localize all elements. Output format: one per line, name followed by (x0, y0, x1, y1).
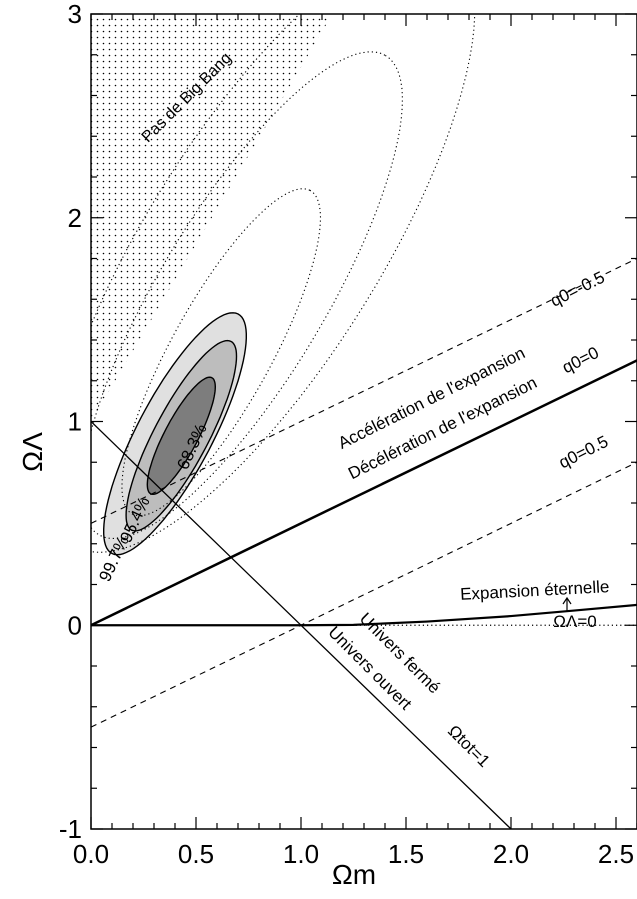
dotted-contour-1 (121, 188, 322, 517)
x-tick-label: 2.5 (598, 839, 634, 869)
contour-label-99: 99.7% (95, 533, 133, 585)
x-tick-label: 2.0 (493, 839, 529, 869)
y-tick-label: 2 (68, 203, 82, 233)
y-tick-label: 0 (68, 610, 82, 640)
omega-lambda-zero-label: ΩΛ=0 (553, 612, 596, 631)
tick-labels: 0.0 0.5 1.0 1.5 2.0 2.5 -1 0 1 2 3 (59, 0, 634, 869)
y-tick-label: 1 (68, 407, 82, 437)
q0-0-label: q0=0 (559, 343, 602, 377)
omega-total-label: Ωtot=1 (444, 721, 493, 770)
axis-ticks (90, 13, 637, 830)
eternal-expansion-label: Expansion éternelle (460, 577, 610, 604)
omega-lambda-zero-arrowhead (562, 596, 572, 605)
line-q0=0.5 (91, 461, 637, 728)
x-axis-label: Ωm (332, 859, 376, 890)
q0-0.5-label: q0=0.5 (556, 432, 611, 472)
x-tick-label: 0.0 (73, 839, 109, 869)
x-tick-label: 0.5 (178, 839, 214, 869)
confidence-contours (102, 312, 248, 556)
model-lines (91, 258, 637, 829)
x-tick-label: 1.0 (283, 839, 319, 869)
y-axis-label: ΩΛ (17, 432, 48, 472)
line-q0=0 (91, 359, 637, 627)
y-tick-label: 3 (68, 0, 82, 29)
dotted-contours (91, 14, 476, 553)
eternal-expansion-boundary (91, 603, 637, 627)
y-tick-label: -1 (59, 814, 82, 844)
q0-minus-0.5-label: q0=-0.5 (547, 268, 607, 311)
line-q0=-0.5 (91, 258, 637, 524)
x-tick-label: 1.5 (388, 839, 424, 869)
dotted-contour-2 (91, 51, 403, 540)
